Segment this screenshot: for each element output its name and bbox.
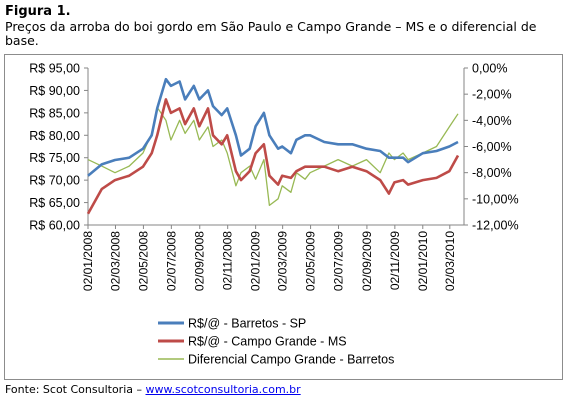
source-link[interactable]: www.scotconsultoria.com.br (145, 383, 301, 396)
y-right-tick-label: -2,00% (472, 88, 512, 102)
x-tick-label: 02/11/2008 (221, 231, 235, 290)
y-right-tick-label: 0,00% (472, 62, 507, 76)
x-tick-label: 02/11/2009 (388, 231, 402, 290)
y-right-tick-label: -4,00% (472, 114, 512, 128)
series-line-2 (87, 106, 459, 207)
x-tick-label: 02/07/2008 (164, 231, 178, 291)
x-tick-label: 02/09/2008 (193, 231, 207, 291)
x-tick-label: 02/07/2009 (332, 231, 346, 291)
y-left-tick-label: R$ 70,00 (29, 174, 80, 188)
legend-label-1: R$/@ - Campo Grande - MS (188, 335, 347, 349)
x-tick-label: 02/03/2009 (276, 231, 290, 291)
line-chart: R$ 60,00 R$ 65,00 R$ 70,00 R$ 75,00 R$ 80,00… (4, 54, 563, 380)
x-tick-label: 02/05/2008 (136, 231, 150, 291)
source-prefix: Fonte: Scot Consultoria – (5, 383, 146, 396)
y-left-tick-label: R$ 90,00 (29, 84, 80, 98)
chart-frame (4, 54, 563, 380)
x-tick-label: 02/01/2009 (249, 231, 263, 291)
y-left-tick-label: R$ 75,00 (29, 151, 80, 165)
y-left-tick-label: R$ 65,00 (29, 196, 80, 210)
x-tick-label: 02/09/2009 (360, 231, 374, 291)
y-left-tick-label: R$ 85,00 (29, 106, 80, 120)
series-line-1 (86, 98, 460, 215)
figure-caption: Preços da arroba do boi gordo em São Pau… (5, 19, 537, 48)
legend: R$/@ - Barretos - SP R$/@ - Campo Grande … (158, 317, 394, 367)
y-left-tick-label: R$ 60,00 (29, 219, 80, 233)
x-tick-label: 02/03/2008 (108, 231, 122, 291)
legend-label-2: Diferencial Campo Grande - Barretos (188, 353, 394, 367)
y-right-tick-label: -6,00% (472, 140, 512, 154)
y-right-tick-label: -8,00% (472, 166, 512, 180)
series-line-0 (87, 77, 459, 177)
series-lines (86, 77, 460, 215)
x-tick-label: 02/01/2010 (416, 231, 430, 291)
axes: R$ 60,00 R$ 65,00 R$ 70,00 R$ 75,00 R$ 80,00… (29, 62, 518, 292)
source-note: Fonte: Scot Consultoria – www.scotconsul… (5, 383, 301, 396)
y-left-tick-label: R$ 95,00 (29, 62, 80, 76)
x-tick-label: 02/05/2009 (304, 231, 318, 291)
x-tick-label: 02/01/2008 (81, 231, 95, 291)
legend-label-0: R$/@ - Barretos - SP (188, 317, 306, 331)
figure-label: Figura 1. (5, 4, 71, 19)
y-left-tick-label: R$ 80,00 (29, 129, 80, 143)
x-tick-label: 02/03/2010 (443, 231, 457, 291)
y-right-tick-label: -10,00% (472, 192, 519, 206)
y-right-tick-label: -12,00% (472, 219, 519, 233)
